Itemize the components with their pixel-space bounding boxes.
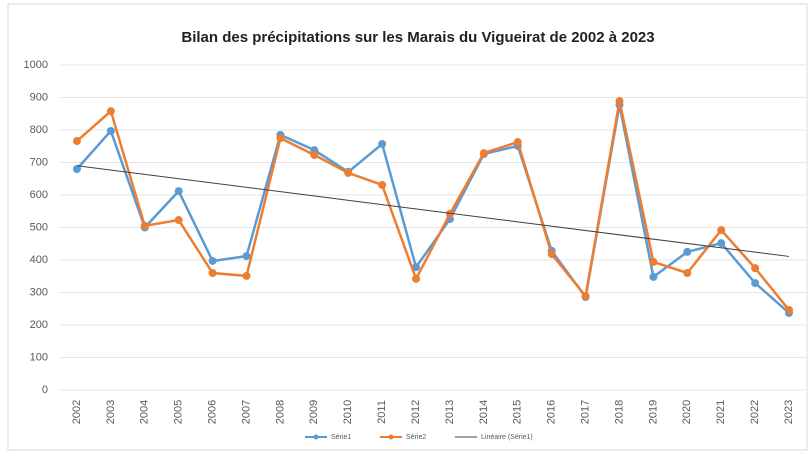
point xyxy=(683,247,692,256)
x-tick-label: 2008 xyxy=(274,400,286,424)
x-tick-label: 2002 xyxy=(71,400,83,424)
x-tick-label: 2012 xyxy=(410,400,422,424)
y-tick-label: 900 xyxy=(30,91,48,103)
legend-label: Linéaire (Série1) xyxy=(481,434,533,441)
point xyxy=(310,151,319,160)
point xyxy=(445,209,454,218)
point xyxy=(751,279,760,288)
point xyxy=(683,269,692,277)
point xyxy=(785,306,794,315)
legend-marker xyxy=(388,434,394,440)
y-tick-label: 100 xyxy=(30,351,48,363)
x-tick-label: 2004 xyxy=(139,400,151,424)
x-tick-label: 2003 xyxy=(105,400,117,424)
legend-label: Série2 xyxy=(406,434,426,441)
point xyxy=(412,274,421,283)
x-tick-label: 2021 xyxy=(715,400,727,424)
legend-marker xyxy=(313,434,319,440)
x-tick-label: 2010 xyxy=(342,400,354,424)
x-tick-label: 2020 xyxy=(681,400,693,424)
x-tick-label: 2011 xyxy=(376,400,388,424)
x-tick-label: 2015 xyxy=(512,400,524,424)
point xyxy=(751,264,760,273)
point xyxy=(72,137,81,146)
y-tick-label: 800 xyxy=(30,124,48,136)
point xyxy=(208,269,217,277)
x-tick-label: 2019 xyxy=(647,400,659,424)
y-tick-label: 1000 xyxy=(24,59,48,71)
point xyxy=(581,292,590,301)
point xyxy=(717,239,726,248)
point xyxy=(547,250,556,259)
y-tick-label: 400 xyxy=(30,254,48,266)
point xyxy=(412,263,421,272)
point xyxy=(649,272,658,281)
x-tick-label: 2017 xyxy=(579,400,591,424)
point xyxy=(106,126,115,135)
point xyxy=(174,187,183,196)
point xyxy=(174,216,183,225)
point xyxy=(242,271,251,280)
x-tick-label: 2013 xyxy=(444,400,456,424)
y-tick-label: 300 xyxy=(30,286,48,298)
legend-label: Série1 xyxy=(331,434,351,441)
point xyxy=(72,165,81,173)
point xyxy=(615,97,624,106)
x-tick-label: 2005 xyxy=(173,400,185,424)
point xyxy=(344,168,353,177)
x-tick-label: 2014 xyxy=(478,400,490,424)
point xyxy=(276,134,285,143)
x-tick-label: 2022 xyxy=(749,400,761,424)
point xyxy=(717,226,726,235)
point xyxy=(378,180,387,189)
y-tick-label: 700 xyxy=(30,156,48,168)
x-tick-label: 2016 xyxy=(546,400,558,424)
point xyxy=(242,252,251,261)
point xyxy=(479,149,488,158)
chart-title: Bilan des précipitations sur les Marais … xyxy=(181,29,654,46)
x-tick-label: 2018 xyxy=(613,400,625,424)
y-tick-label: 200 xyxy=(30,319,48,331)
x-tick-label: 2006 xyxy=(206,400,218,424)
y-tick-label: 0 xyxy=(42,384,48,396)
y-tick-label: 500 xyxy=(30,221,48,233)
point xyxy=(106,107,115,116)
point xyxy=(649,257,658,266)
x-tick-label: 2009 xyxy=(308,400,320,424)
x-tick-label: 2007 xyxy=(240,400,252,424)
point xyxy=(208,256,217,265)
y-tick-label: 600 xyxy=(30,189,48,201)
point xyxy=(140,221,149,230)
series-line xyxy=(76,100,791,311)
x-tick-label: 2023 xyxy=(783,400,795,424)
trendline xyxy=(76,165,790,257)
point xyxy=(513,138,522,147)
point xyxy=(378,139,387,148)
series-line xyxy=(76,104,790,314)
